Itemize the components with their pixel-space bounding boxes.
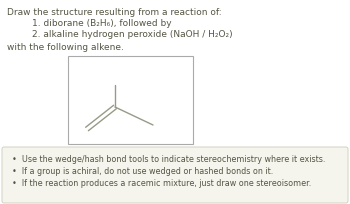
FancyBboxPatch shape [2,147,348,203]
Text: with the following alkene.: with the following alkene. [7,43,124,52]
Text: •  Use the wedge/hash bond tools to indicate stereochemistry where it exists.: • Use the wedge/hash bond tools to indic… [12,154,326,163]
Text: •  If a group is achiral, do not use wedged or hashed bonds on it.: • If a group is achiral, do not use wedg… [12,166,273,175]
Text: 1. diborane (B₂H₆), followed by: 1. diborane (B₂H₆), followed by [32,19,172,28]
Text: •  If the reaction produces a racemic mixture, just draw one stereoisomer.: • If the reaction produces a racemic mix… [12,178,311,187]
Text: 2. alkaline hydrogen peroxide (NaOH / H₂O₂): 2. alkaline hydrogen peroxide (NaOH / H₂… [32,30,233,39]
Bar [68,57,193,144]
Text: Draw the structure resulting from a reaction of:: Draw the structure resulting from a reac… [7,8,222,17]
